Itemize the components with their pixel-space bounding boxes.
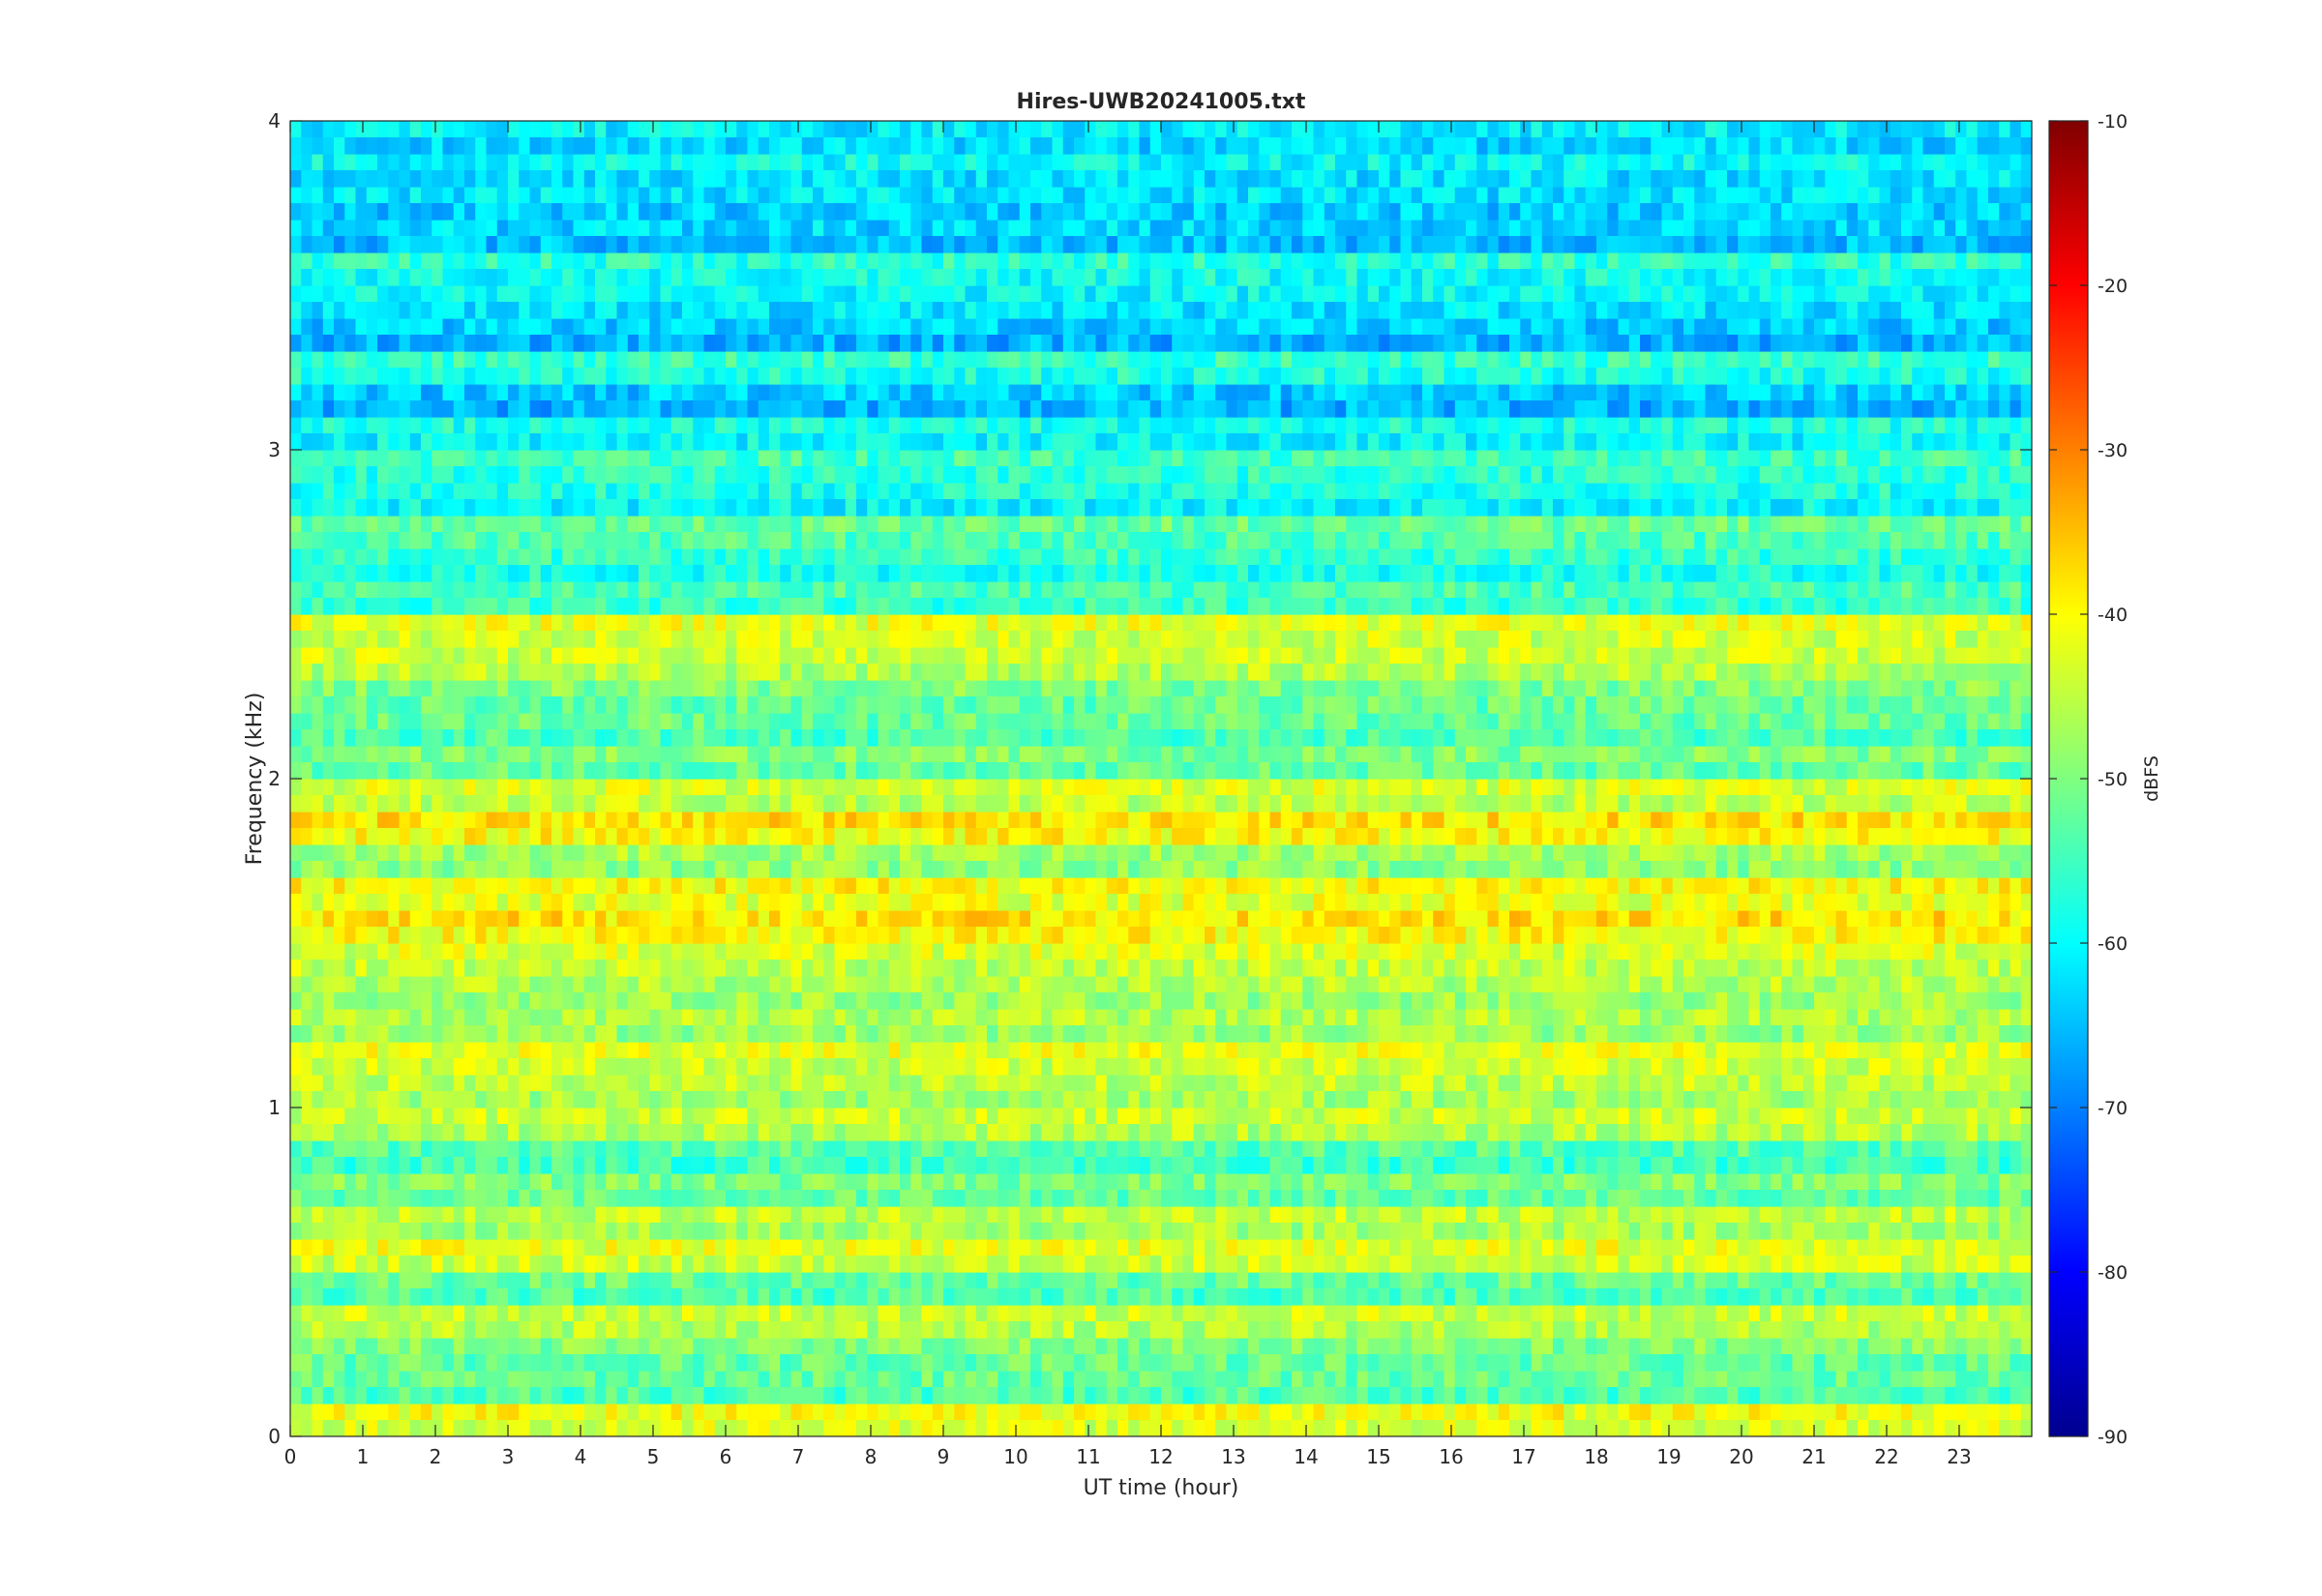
frequency-band bbox=[290, 680, 2032, 714]
frequency-band bbox=[290, 318, 2032, 352]
frequency-band bbox=[290, 713, 2032, 747]
frequency-band bbox=[290, 252, 2032, 286]
frequency-band bbox=[290, 1173, 2032, 1207]
frequency-band bbox=[290, 548, 2032, 582]
colorbar-tick-label: -90 bbox=[2098, 1427, 2128, 1448]
y-tick-label: 1 bbox=[268, 1096, 281, 1119]
colorbar-tick-label: -70 bbox=[2098, 1098, 2128, 1119]
frequency-band bbox=[290, 779, 2032, 813]
x-tick-label: 9 bbox=[938, 1445, 950, 1468]
x-tick-label: 10 bbox=[1003, 1445, 1027, 1468]
frequency-band bbox=[290, 910, 2032, 944]
y-tick-label: 4 bbox=[268, 109, 281, 133]
frequency-band bbox=[290, 351, 2032, 385]
colorbar-tick-label: -80 bbox=[2098, 1262, 2128, 1284]
x-tick-label: 6 bbox=[720, 1445, 732, 1468]
frequency-band bbox=[290, 812, 2032, 845]
frequency-band bbox=[290, 1272, 2032, 1306]
frequency-band bbox=[290, 187, 2032, 221]
frequency-band bbox=[290, 877, 2032, 911]
x-tick-label: 5 bbox=[647, 1445, 660, 1468]
frequency-band bbox=[290, 483, 2032, 517]
frequency-band bbox=[290, 1042, 2032, 1076]
x-tick-label: 16 bbox=[1439, 1445, 1463, 1468]
frequency-band bbox=[290, 943, 2032, 977]
colorbar-tick-label: -40 bbox=[2098, 605, 2128, 626]
frequency-band bbox=[290, 614, 2032, 648]
frequency-band bbox=[290, 844, 2032, 878]
frequency-band bbox=[290, 1338, 2032, 1372]
x-axis: 0 1 2 3 4 5 6 7 8 9 10 11 12 13 14 15 16 17 18 19 20 21 22 23 bbox=[284, 121, 1972, 1468]
frequency-band bbox=[290, 285, 2032, 319]
x-tick-label: 8 bbox=[865, 1445, 878, 1468]
y-axis: 0 1 2 3 4 bbox=[268, 109, 2032, 1448]
x-tick-label: 19 bbox=[1656, 1445, 1681, 1468]
frequency-band bbox=[290, 1239, 2032, 1273]
x-tick-label: 21 bbox=[1801, 1445, 1826, 1468]
frequency-band bbox=[290, 384, 2032, 418]
frequency-band bbox=[290, 581, 2032, 615]
x-tick-label: 14 bbox=[1294, 1445, 1318, 1468]
frequency-band bbox=[290, 516, 2032, 549]
colorbar-tick-label: -30 bbox=[2098, 440, 2128, 461]
frequency-band bbox=[290, 1009, 2032, 1043]
spectrogram-heatmap bbox=[290, 121, 2032, 1436]
x-tick-label: 23 bbox=[1947, 1445, 1971, 1468]
frequency-band bbox=[290, 220, 2032, 253]
x-tick-label: 20 bbox=[1729, 1445, 1753, 1468]
y-tick-label: 2 bbox=[268, 767, 281, 790]
frequency-band bbox=[290, 1140, 2032, 1174]
x-tick-label: 0 bbox=[284, 1445, 297, 1468]
colorbar-tick-label: -50 bbox=[2098, 769, 2128, 790]
x-tick-label: 4 bbox=[575, 1445, 587, 1468]
x-tick-label: 18 bbox=[1584, 1445, 1608, 1468]
frequency-band bbox=[290, 154, 2032, 188]
x-tick-label: 12 bbox=[1148, 1445, 1173, 1468]
x-tick-label: 3 bbox=[502, 1445, 515, 1468]
y-tick-label: 0 bbox=[268, 1425, 281, 1448]
x-tick-label: 22 bbox=[1874, 1445, 1898, 1468]
x-tick-label: 1 bbox=[357, 1445, 370, 1468]
colorbar-tick-label: -10 bbox=[2098, 111, 2128, 133]
frequency-band bbox=[290, 647, 2032, 681]
frequency-band bbox=[290, 1108, 2032, 1141]
y-tick-label: 3 bbox=[268, 438, 281, 461]
chart-title: Hires-UWB20241005.txt bbox=[1017, 90, 1306, 114]
frequency-band bbox=[290, 417, 2032, 451]
frequency-band bbox=[290, 1371, 2032, 1404]
frequency-band bbox=[290, 976, 2032, 1010]
frequency-band bbox=[290, 450, 2032, 484]
colorbar-tick-label: -20 bbox=[2098, 276, 2128, 297]
colorbar-axis: -10 -20 -30 -40 -50 -60 -70 -80 -90 bbox=[2049, 111, 2128, 1448]
frequency-band bbox=[290, 746, 2032, 780]
colorbar-tick-label: -60 bbox=[2098, 933, 2128, 955]
frequency-band bbox=[290, 1404, 2032, 1436]
x-tick-label: 11 bbox=[1076, 1445, 1100, 1468]
x-tick-label: 15 bbox=[1366, 1445, 1390, 1468]
y-axis-label: Frequency (kHz) bbox=[243, 693, 267, 866]
x-axis-label: UT time (hour) bbox=[1084, 1476, 1239, 1500]
frequency-band bbox=[290, 1305, 2032, 1339]
frequency-band bbox=[290, 121, 2032, 155]
colorbar-label: dBFS bbox=[2141, 755, 2162, 802]
x-tick-label: 7 bbox=[792, 1445, 805, 1468]
x-tick-label: 17 bbox=[1511, 1445, 1535, 1468]
x-tick-label: 2 bbox=[430, 1445, 442, 1468]
frequency-band bbox=[290, 1075, 2032, 1108]
frequency-band bbox=[290, 1206, 2032, 1240]
x-tick-label: 13 bbox=[1221, 1445, 1245, 1468]
